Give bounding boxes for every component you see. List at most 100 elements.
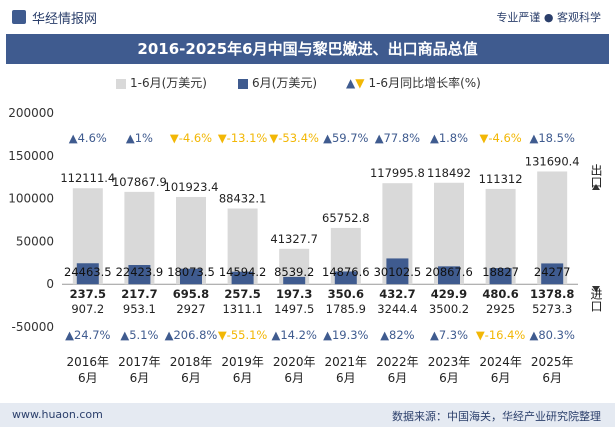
x-tick-label-month: 6月 <box>78 371 98 385</box>
footer-website: www.huaon.com <box>12 408 103 421</box>
growth-label-export: ▼-13.1% <box>218 131 268 145</box>
data-label-ytd-import: 953.1 <box>123 302 156 316</box>
y-tick-label: -50000 <box>11 320 54 334</box>
bar-june-export <box>283 276 306 285</box>
data-label-june-export: 24463.5 <box>64 265 112 279</box>
x-tick-label-year: 2024年 <box>479 355 522 369</box>
bar-june-export <box>386 258 409 285</box>
legend-swatch-ytd <box>116 78 126 89</box>
y-tick-label: 0 <box>46 277 54 291</box>
footer-source: 数据来源：中国海关，华经产业研究院整理 <box>392 410 601 423</box>
data-label-june-export: 24277 <box>534 265 571 279</box>
header-bar: 华经情报网 专业严谨 ● 客观科学 <box>0 0 615 34</box>
bar-june-export <box>541 263 564 285</box>
chart-title: 2016-2025年6月中国与黎巴嫩进、出口商品总值 <box>137 40 478 58</box>
growth-label-import: ▲206.8% <box>165 328 218 342</box>
legend-label-growth: 1-6月同比增长率(%) <box>368 76 481 90</box>
x-tick-label-year: 2023年 <box>428 355 471 369</box>
y-tick-label: 50000 <box>16 234 54 248</box>
legend-label-june: 6月(万美元) <box>252 76 317 90</box>
x-tick-label-month: 6月 <box>130 371 150 385</box>
y-tick-label: 150000 <box>8 149 54 163</box>
footer-bar: www.huaon.com 数据来源：中国海关，华经产业研究院整理 <box>0 403 615 427</box>
growth-label-import: ▲5.1% <box>120 328 158 342</box>
data-label-june-import: 237.5 <box>70 287 106 301</box>
data-label-june-import: 197.3 <box>276 287 312 301</box>
bar-june-export <box>334 271 357 285</box>
data-label-ytd-export: 107867.9 <box>112 175 167 189</box>
x-tick-label-month: 6月 <box>491 371 511 385</box>
x-tick-label-month: 6月 <box>336 371 356 385</box>
bar-june-export <box>231 271 254 285</box>
data-label-june-import: 432.7 <box>379 287 415 301</box>
down-arrow-icon: ▼ <box>355 76 365 90</box>
bar-june-export <box>128 265 151 285</box>
data-label-ytd-export: 118492 <box>427 166 471 180</box>
growth-label-import: ▼-55.1% <box>218 328 268 342</box>
data-label-june-export: 14876.6 <box>322 265 370 279</box>
x-tick-label-month: 6月 <box>233 371 253 385</box>
data-label-ytd-export: 117995.8 <box>370 166 425 180</box>
legend-label-ytd: 1-6月(万美元) <box>130 76 207 90</box>
legend-item-ytd: 1-6月(万美元) <box>116 74 207 91</box>
x-tick-label-month: 6月 <box>542 371 562 385</box>
x-tick-label-month: 6月 <box>439 371 459 385</box>
data-label-june-export: 18827 <box>482 265 519 279</box>
data-label-ytd-export: 41327.7 <box>270 232 318 246</box>
data-label-june-export: 8539.2 <box>274 265 314 279</box>
up-arrow-icon: ▲ <box>346 76 356 90</box>
data-label-june-export: 14594.2 <box>219 265 267 279</box>
x-tick-label-year: 2022年 <box>376 355 419 369</box>
data-label-ytd-import: 3244.4 <box>377 302 417 316</box>
data-label-june-import: 257.5 <box>224 287 260 301</box>
data-label-june-export: 22423.9 <box>116 265 164 279</box>
data-label-ytd-export: 88432.1 <box>219 192 267 206</box>
growth-label-import: ▲7.3% <box>430 328 468 342</box>
growth-label-import: ▲80.3% <box>530 328 575 342</box>
data-label-ytd-import: 3500.2 <box>429 302 469 316</box>
growth-label-export: ▼-53.4% <box>269 131 319 145</box>
growth-label-import: ▲19.3% <box>323 328 368 342</box>
data-label-ytd-import: 1311.1 <box>222 302 262 316</box>
tagline: 专业严谨 ● 客观科学 <box>496 11 601 24</box>
chart-legend: 1-6月(万美元) 6月(万美元) ▲▼ 1-6月同比增长率(%) <box>0 72 615 92</box>
legend-swatch-june <box>238 78 248 89</box>
bar-june-export <box>438 266 460 285</box>
data-label-ytd-import: 2925 <box>486 302 515 316</box>
growth-label-export: ▲18.5% <box>530 131 575 145</box>
x-tick-label-year: 2017年 <box>118 355 161 369</box>
growth-label-export: ▼-4.6% <box>479 131 521 145</box>
x-tick-label-month: 6月 <box>284 371 304 385</box>
data-label-june-import: 1378.8 <box>530 287 574 301</box>
data-label-june-import: 350.6 <box>328 287 364 301</box>
chart-canvas: 200000 150000 100000 50000 0 -50000 112111.4 24… <box>8 106 603 385</box>
growth-label-export: ▲4.6% <box>69 131 107 145</box>
data-label-ytd-export: 131690.4 <box>525 154 580 168</box>
data-label-june-import: 695.8 <box>173 287 209 301</box>
growth-label-export: ▲77.8% <box>375 131 420 145</box>
x-tick-label-year: 2020年 <box>273 355 316 369</box>
data-label-ytd-import: 1497.5 <box>274 302 314 316</box>
brand-name: 华经情报网 <box>32 12 98 27</box>
legend-item-growth: ▲▼ 1-6月同比增长率(%) <box>346 74 481 91</box>
title-bar: 2016-2025年6月中国与黎巴嫩进、出口商品总值 <box>6 34 609 64</box>
data-label-ytd-export: 112111.4 <box>60 171 115 185</box>
growth-label-import: ▲14.2% <box>272 328 317 342</box>
legend-item-june: 6月(万美元) <box>238 74 317 91</box>
data-label-june-export: 18073.5 <box>167 265 215 279</box>
growth-label-import: ▲82% <box>380 328 414 342</box>
data-label-june-export: 30102.5 <box>374 265 422 279</box>
data-label-june-import: 217.7 <box>121 287 157 301</box>
data-label-june-import: 429.9 <box>431 287 467 301</box>
data-label-ytd-export: 111312 <box>479 172 523 186</box>
x-tick-label-year: 2018年 <box>170 355 213 369</box>
data-label-ytd-export: 101923.4 <box>164 180 219 194</box>
growth-label-import: ▲24.7% <box>65 328 110 342</box>
bar-ytd-export <box>227 208 258 285</box>
x-tick-label-year: 2021年 <box>325 355 368 369</box>
data-label-ytd-import: 907.2 <box>71 302 104 316</box>
x-tick-label-month: 6月 <box>181 371 201 385</box>
x-tick-label-year: 2016年 <box>67 355 110 369</box>
import-arrow-icon <box>592 286 600 292</box>
growth-label-export: ▲1% <box>126 131 153 145</box>
